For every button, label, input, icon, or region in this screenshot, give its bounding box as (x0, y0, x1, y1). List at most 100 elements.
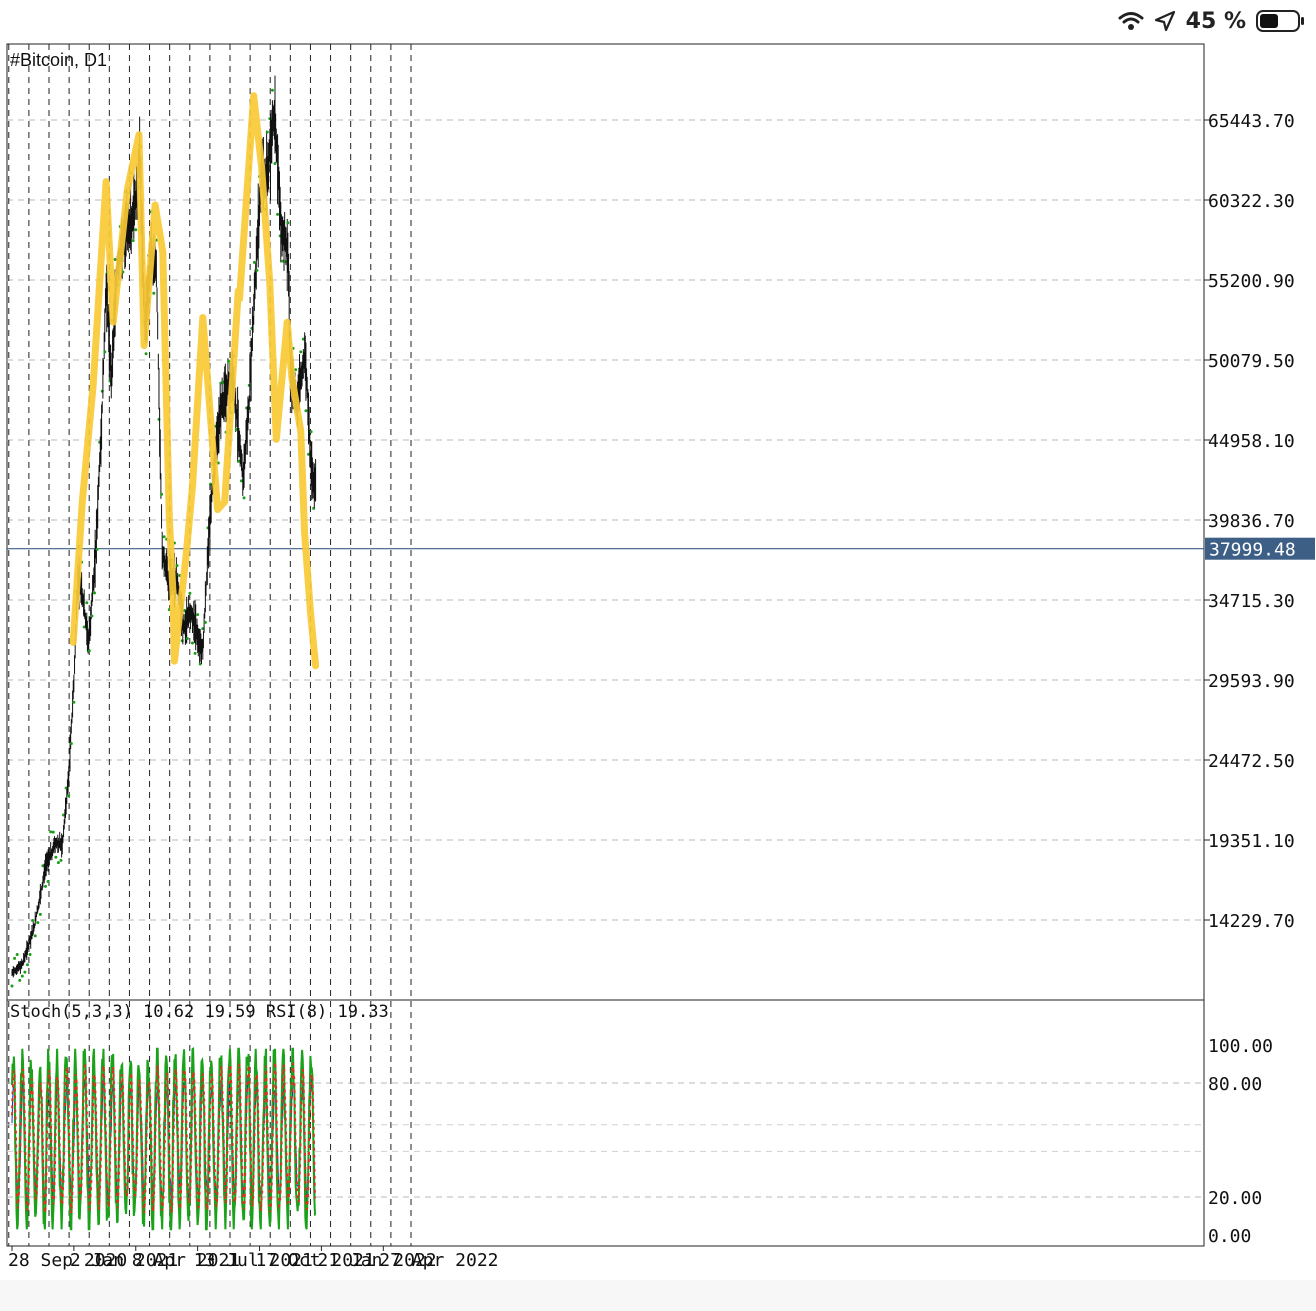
fractal-marker (103, 350, 107, 354)
fractal-marker (95, 547, 99, 551)
fractal-marker (299, 350, 303, 354)
fractal-marker (85, 601, 89, 605)
fractal-marker (276, 212, 280, 216)
fractal-marker (286, 221, 290, 225)
fractal-marker (134, 228, 138, 232)
fractal-marker (304, 409, 308, 413)
fractal-marker (198, 662, 202, 666)
fractal-marker (190, 641, 194, 645)
fractal-marker (113, 257, 117, 261)
fractal-marker (87, 649, 91, 653)
price-tick-label: 39836.70 (1208, 511, 1295, 532)
fractal-marker (20, 974, 24, 978)
time-tick-label: 2 Jan 2021 (70, 1250, 178, 1271)
oscillator-tick-label: 80.00 (1208, 1074, 1262, 1095)
time-tick-label: 17 Oct 2021 (256, 1250, 375, 1271)
fractal-marker (25, 963, 29, 967)
time-tick-label: 8 Apr 2021 (132, 1250, 240, 1271)
price-chart[interactable]: 65443.70 60322.30 55200.90 50079.50 44958.10… (0, 0, 1316, 1280)
drawn-trend-line (69, 92, 320, 670)
fractal-marker (82, 625, 86, 629)
fractal-marker (62, 813, 66, 817)
oscillator-label: Stoch(5,3,3) 10.62 19.59 RSI(8) 19.33 (10, 1002, 389, 1022)
fractal-marker (28, 952, 32, 956)
fractal-marker (44, 884, 48, 888)
toolbar-strip (0, 1280, 1316, 1311)
price-tick-label: 65443.70 (1208, 111, 1295, 132)
fractal-marker (93, 591, 97, 595)
fractal-marker (242, 496, 246, 500)
fractal-marker (152, 291, 156, 295)
price-tick-label: 24472.50 (1208, 751, 1295, 772)
status-icons: 45 % (1118, 4, 1306, 38)
chart-title: #Bitcoin, D1 (10, 50, 107, 70)
fractal-marker (13, 956, 17, 960)
fractal-marker (90, 614, 94, 618)
fractal-marker (160, 492, 164, 496)
time-tick-label: 27 Apr 2022 (379, 1250, 498, 1271)
fractal-marker (18, 978, 22, 982)
battery-percent: 45 % (1185, 8, 1246, 34)
fractal-marker (54, 855, 58, 859)
fractal-marker (49, 830, 53, 834)
fractal-marker (270, 88, 274, 92)
fractal-marker (203, 620, 207, 624)
fractal-marker (38, 912, 42, 916)
fractal-marker (193, 651, 197, 655)
fractal-marker (309, 430, 313, 434)
fractal-marker (219, 381, 223, 385)
current-price-label: 37999.48 (1209, 540, 1296, 561)
fractal-marker (10, 984, 14, 988)
price-tick-label: 60322.30 (1208, 191, 1295, 212)
fractal-marker (196, 613, 200, 617)
battery-icon (1256, 10, 1304, 32)
fractal-marker (307, 452, 311, 456)
current-price-badge (1205, 537, 1315, 560)
fractal-marker (67, 794, 71, 798)
fractal-marker (51, 830, 55, 834)
price-tick-label: 29593.90 (1208, 671, 1295, 692)
oscillator-tick-label: 100.00 (1208, 1036, 1273, 1057)
oscillator-tick-label: 20.00 (1208, 1188, 1262, 1209)
fractal-marker (36, 921, 40, 925)
price-tick-label: 55200.90 (1208, 271, 1295, 292)
price-tick-label: 44958.10 (1208, 431, 1295, 452)
price-tick-label: 34715.30 (1208, 591, 1295, 612)
fractal-marker (265, 130, 269, 134)
fractal-marker (239, 479, 243, 483)
time-tick-label: 13 Jul 2021 (194, 1250, 313, 1271)
fractal-marker (227, 359, 231, 363)
fractal-marker (69, 742, 73, 746)
fractal-marker (175, 564, 179, 568)
fractal-marker (273, 161, 277, 165)
fractal-marker (23, 970, 27, 974)
fractal-marker (201, 627, 205, 631)
price-tick-label: 14229.70 (1208, 911, 1295, 932)
price-tick-label: 50079.50 (1208, 351, 1295, 372)
stoch-main-line (11, 1046, 316, 1231)
price-tick-label: 19351.10 (1208, 831, 1295, 852)
fractal-marker (237, 459, 241, 463)
fractal-marker (56, 861, 60, 865)
oscillator-frame (6, 999, 1205, 1247)
time-tick-label: 28 Sep 2020 (8, 1250, 127, 1271)
fractal-marker (185, 636, 189, 640)
fractal-marker (301, 337, 305, 341)
fractal-marker (162, 535, 166, 539)
fractal-marker (294, 368, 298, 372)
time-tick-label: 21 Jan 2022 (317, 1250, 436, 1271)
fractal-marker (72, 700, 76, 704)
fractal-marker (188, 591, 192, 595)
fractal-marker (33, 934, 37, 938)
fractal-marker (281, 259, 285, 263)
fractal-marker (31, 919, 35, 923)
stoch-signal-line (11, 1062, 316, 1214)
oscillator-tick-label: 0.00 (1208, 1226, 1251, 1247)
fractal-marker (252, 260, 256, 264)
fractal-marker (234, 427, 238, 431)
fractal-marker (144, 352, 148, 356)
fractal-marker (46, 880, 50, 884)
fractal-marker (255, 268, 259, 272)
location-arrow-icon (1154, 10, 1175, 32)
fractal-marker (15, 952, 19, 956)
